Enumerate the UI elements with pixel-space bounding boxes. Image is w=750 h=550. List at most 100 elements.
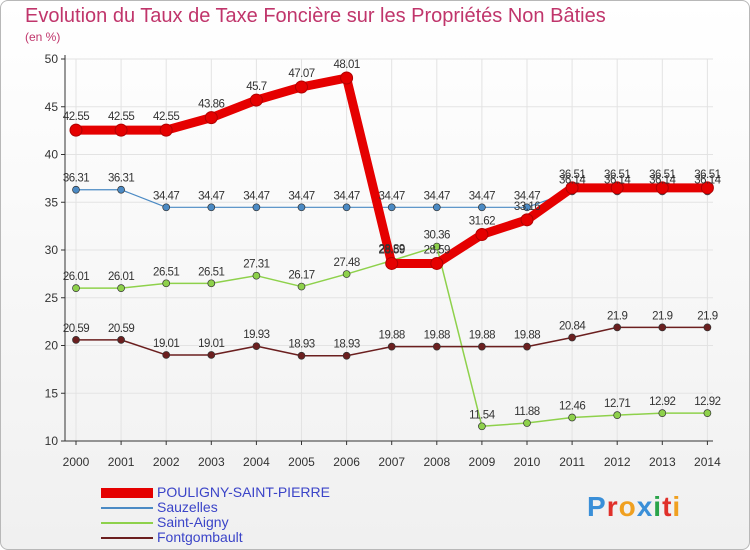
data-label-fontgombault: 20.84 [559,320,586,332]
data-label-pouligny-saint-pierre: 48.01 [333,59,359,71]
data-label-pouligny-saint-pierre: 42.55 [153,111,179,123]
data-point-pouligny-saint-pierre [295,80,308,94]
data-label-fontgombault: 18.93 [288,339,314,351]
y-tick-label: 40 [45,148,59,162]
data-point-fontgombault [432,342,441,351]
data-label-pouligny-saint-pierre: 43.86 [198,99,224,111]
x-tick-label: 2013 [649,455,676,469]
data-label-fontgombault: 20.59 [63,323,89,335]
x-tick-label: 2012 [604,455,631,469]
data-label-pouligny-saint-pierre: 45.7 [246,81,266,93]
data-label-saint-aigny: 12.92 [649,396,675,408]
y-tick-label: 10 [45,434,59,448]
data-label-sauzelles: 36.14 [559,174,586,186]
data-point-saint-aigny [703,409,712,417]
y-tick-label: 20 [45,339,59,353]
data-label-saint-aigny: 27.48 [333,257,359,269]
data-label-saint-aigny: 26.01 [63,271,89,283]
data-label-saint-aigny: 12.92 [694,396,720,408]
data-label-saint-aigny: 30.36 [424,230,450,242]
logo-letter: o [618,491,637,522]
data-point-fontgombault [252,342,261,351]
x-tick-label: 2003 [198,455,225,469]
data-point-saint-aigny [658,409,667,417]
data-label-pouligny-saint-pierre: 47.07 [288,68,314,80]
logo-letter: x [636,491,654,522]
data-point-sauzelles [297,203,306,212]
data-point-saint-aigny [207,279,216,288]
data-label-pouligny-saint-pierre: 42.55 [63,111,89,123]
data-label-saint-aigny: 12.71 [604,398,630,410]
data-label-fontgombault: 20.59 [108,323,134,335]
data-label-saint-aigny: 26.51 [153,266,179,278]
data-point-pouligny-saint-pierre [610,181,624,195]
data-point-saint-aigny [252,271,261,280]
y-tick-label: 35 [45,195,59,209]
legend-label: Sauzelles [157,499,218,515]
data-point-fontgombault [207,351,216,359]
x-tick-label: 2007 [378,455,405,469]
data-label-fontgombault: 21.9 [652,310,672,322]
legend-label: POULIGNY-SAINT-PIERRE [157,484,330,500]
data-point-pouligny-saint-pierre [159,123,173,137]
data-point-pouligny-saint-pierre [249,93,263,107]
data-point-sauzelles [252,203,261,212]
data-label-fontgombault: 18.93 [333,339,359,351]
legend-label: Saint-Aigny [157,514,229,530]
data-label-fontgombault: 19.88 [379,330,405,342]
data-label-sauzelles: 34.47 [469,190,495,202]
data-point-saint-aigny [162,279,171,288]
legend-swatch [101,521,153,524]
data-label-sauzelles: 34.47 [514,190,540,202]
data-point-fontgombault [478,342,486,351]
data-label-fontgombault: 19.88 [469,330,495,342]
data-point-pouligny-saint-pierre [385,256,399,270]
logo-letter: i [672,491,682,522]
data-label-sauzelles: 34.47 [424,190,450,202]
logo-letter: r [606,491,619,522]
data-label-fontgombault: 19.88 [424,330,450,342]
data-point-sauzelles [432,203,441,212]
data-label-fontgombault: 19.01 [153,338,179,350]
data-label-fontgombault: 21.9 [607,310,627,322]
y-tick-label: 45 [45,100,59,114]
data-label-sauzelles: 34.47 [333,190,359,202]
data-point-pouligny-saint-pierre [700,181,714,195]
x-tick-label: 2009 [469,455,496,469]
data-point-saint-aigny [297,282,306,291]
data-point-pouligny-saint-pierre [565,181,579,195]
data-point-sauzelles [117,185,125,194]
data-point-saint-aigny [568,413,576,422]
data-point-pouligny-saint-pierre [655,181,669,195]
data-point-saint-aigny [523,419,531,427]
data-point-fontgombault [162,351,171,359]
data-point-sauzelles [478,203,486,212]
data-label-pouligny-saint-pierre: 33.16 [514,201,540,213]
data-label-fontgombault: 19.93 [243,329,269,341]
data-point-fontgombault [658,323,667,332]
proxiti-logo: Proxiti [587,491,681,523]
x-tick-label: 2014 [694,455,721,469]
data-point-pouligny-saint-pierre [475,228,489,242]
x-tick-label: 2008 [423,455,450,469]
legend-swatch [101,487,153,498]
data-point-pouligny-saint-pierre [520,213,534,227]
data-point-pouligny-saint-pierre [430,256,444,270]
data-point-saint-aigny [342,270,351,278]
data-point-saint-aigny [72,284,80,292]
y-tick-label: 30 [45,243,59,257]
y-tick-label: 25 [45,291,59,305]
data-label-saint-aigny: 26.17 [288,270,314,282]
logo-letter: P [587,491,607,522]
data-point-pouligny-saint-pierre [69,123,83,137]
data-point-sauzelles [387,203,396,212]
data-label-sauzelles: 36.31 [108,173,134,185]
data-label-fontgombault: 19.01 [198,338,224,350]
data-label-saint-aigny: 12.46 [559,401,585,413]
data-point-pouligny-saint-pierre [114,123,128,137]
data-point-pouligny-saint-pierre [204,111,218,125]
data-label-saint-aigny: 27.31 [243,259,269,271]
data-point-saint-aigny [613,411,622,419]
data-point-sauzelles [523,203,531,212]
